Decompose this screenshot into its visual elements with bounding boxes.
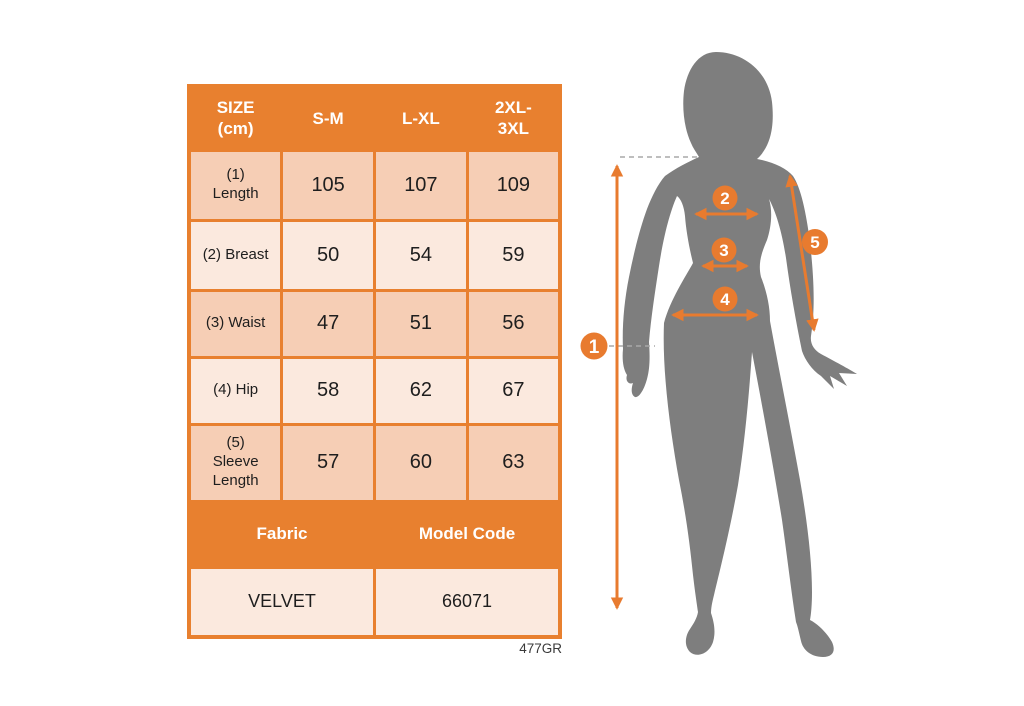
fabric-value: VELVET [187, 565, 376, 639]
row-label: (5) Sleeve Length [187, 422, 284, 503]
length-2xl-3xl: 109 [465, 148, 562, 222]
header-2xl-3xl: 2XL- 3XL [465, 84, 562, 152]
row-label: (2) Breast [187, 218, 284, 292]
marker-4: 4 [712, 286, 738, 312]
hip-2xl-3xl: 67 [465, 355, 562, 426]
row-label: (4) Hip [187, 355, 284, 426]
size-table: SIZE (cm) S-M L-XL 2XL- 3XL (1) Length 1… [187, 84, 562, 639]
hip-l-xl: 62 [373, 355, 469, 426]
marker-5: 5 [802, 229, 828, 255]
sleeve-2xl-3xl: 63 [465, 422, 562, 503]
body-silhouette-image [622, 52, 857, 657]
table-row-length: (1) Length 105 107 109 [187, 148, 562, 222]
model-code-header: Model Code [373, 499, 562, 569]
table-row-breast: (2) Breast 50 54 59 [187, 218, 562, 292]
hip-s-m: 58 [280, 355, 376, 426]
breast-l-xl: 54 [373, 218, 469, 292]
length-s-m: 105 [280, 148, 376, 222]
table-row-sleeve-length: (5) Sleeve Length 57 60 63 [187, 422, 562, 503]
marker-1: 1 [580, 332, 608, 360]
marker-3-circle [711, 237, 737, 263]
breast-s-m: 50 [280, 218, 376, 292]
table-row-waist: (3) Waist 47 51 56 [187, 288, 562, 359]
sleeve-arrow [785, 174, 819, 332]
marker-2-number: 2 [720, 189, 729, 208]
weight-note: 477GR [519, 641, 562, 656]
breast-2xl-3xl: 59 [465, 218, 562, 292]
fabric-header: Fabric [187, 499, 376, 569]
waist-l-xl: 51 [373, 288, 469, 359]
header-s-m: S-M [280, 84, 376, 152]
header-l-xl: L-XL [373, 84, 469, 152]
sleeve-l-xl: 60 [373, 422, 469, 503]
marker-2-circle [712, 185, 738, 211]
marker-5-circle [802, 229, 828, 255]
row-label: (3) Waist [187, 288, 284, 359]
marker-3-number: 3 [719, 241, 728, 260]
table-header-row: SIZE (cm) S-M L-XL 2XL- 3XL [187, 84, 562, 152]
marker-4-number: 4 [720, 290, 730, 309]
row-label: (1) Length [187, 148, 284, 222]
marker-5-number: 5 [810, 233, 819, 252]
waist-2xl-3xl: 56 [465, 288, 562, 359]
table-footer-header-row: Fabric Model Code [187, 499, 562, 569]
model-code-value: 66071 [373, 565, 562, 639]
header-size-cm: SIZE (cm) [187, 84, 284, 152]
sleeve-s-m: 57 [280, 422, 376, 503]
marker-2: 2 [712, 185, 738, 211]
marker-4-circle [712, 286, 738, 312]
marker-3: 3 [711, 237, 737, 263]
length-l-xl: 107 [373, 148, 469, 222]
waist-s-m: 47 [280, 288, 376, 359]
table-footer-value-row: VELVET 66071 [187, 565, 562, 639]
marker-1-circle [580, 332, 608, 360]
marker-1-number: 1 [589, 337, 600, 358]
table-row-hip: (4) Hip 58 62 67 [187, 355, 562, 426]
